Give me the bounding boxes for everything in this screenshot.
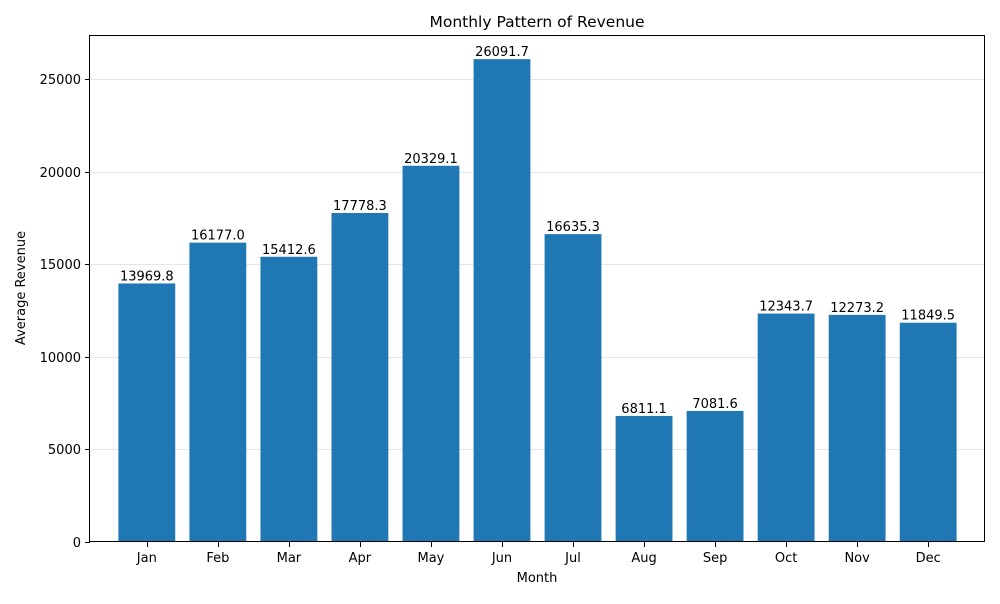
y-tick-label: 25000	[40, 73, 81, 88]
bar-nov	[828, 314, 886, 542]
bar-jun	[473, 59, 531, 542]
x-tick-label: Jul	[564, 551, 581, 566]
x-tick-label: Jan	[136, 551, 157, 566]
bar-feb	[189, 242, 247, 542]
bar-sep	[686, 410, 744, 542]
bar-value-label: 13969.8	[120, 269, 174, 284]
bar-value-label: 26091.7	[475, 45, 529, 60]
bar-value-label: 15412.6	[262, 243, 316, 258]
bar-may	[402, 165, 460, 543]
bar-value-label: 16635.3	[546, 220, 600, 235]
y-tick-label: 10000	[40, 351, 81, 366]
x-axis: Jan Feb Mar Apr May Jun Jul Aug Sep Oct Nov Dec	[136, 542, 941, 566]
bar-dec	[899, 322, 957, 542]
x-axis-title: Month	[517, 571, 558, 586]
bar-value-labels: 13969.8 16177.0 15412.6 17778.3 20329.1 26091…	[120, 45, 955, 417]
x-tick-label: May	[418, 551, 445, 566]
bar-value-label: 16177.0	[191, 229, 245, 244]
x-tick-label: Sep	[703, 551, 728, 566]
bar-value-label: 12273.2	[830, 301, 884, 316]
bar-oct	[757, 313, 815, 542]
y-axis: 0 5000 10000 15000 20000 25000	[40, 73, 90, 551]
plot-frame	[89, 35, 985, 542]
y-tick-label: 0	[73, 536, 81, 551]
bar-value-label: 17778.3	[333, 199, 387, 214]
x-tick-label: Aug	[631, 551, 656, 566]
bar-value-label: 12343.7	[759, 300, 813, 315]
bar-value-label: 7081.6	[692, 397, 738, 412]
x-tick-label: Oct	[775, 551, 797, 566]
bar-aug	[615, 415, 673, 542]
y-tick-label: 20000	[40, 166, 81, 181]
x-tick-label: Feb	[206, 551, 229, 566]
x-tick-label: Dec	[916, 551, 941, 566]
bar-apr	[331, 212, 389, 543]
y-tick-label: 15000	[40, 258, 81, 273]
x-tick-label: Mar	[277, 551, 302, 566]
x-tick-label: Apr	[349, 551, 372, 566]
x-tick-label: Nov	[844, 551, 870, 566]
x-tick-label: Jun	[491, 551, 512, 566]
bars	[118, 59, 957, 543]
bar-jan	[118, 283, 176, 542]
bar-mar	[260, 256, 318, 542]
bar-jul	[544, 234, 602, 542]
bar-value-label: 6811.1	[621, 402, 667, 417]
bar-value-label: 20329.1	[404, 152, 458, 167]
bar-value-label: 11849.5	[901, 309, 955, 324]
chart-title: Monthly Pattern of Revenue	[429, 13, 644, 31]
y-axis-title: Average Revenue	[14, 231, 29, 345]
y-tick-label: 5000	[48, 443, 81, 458]
